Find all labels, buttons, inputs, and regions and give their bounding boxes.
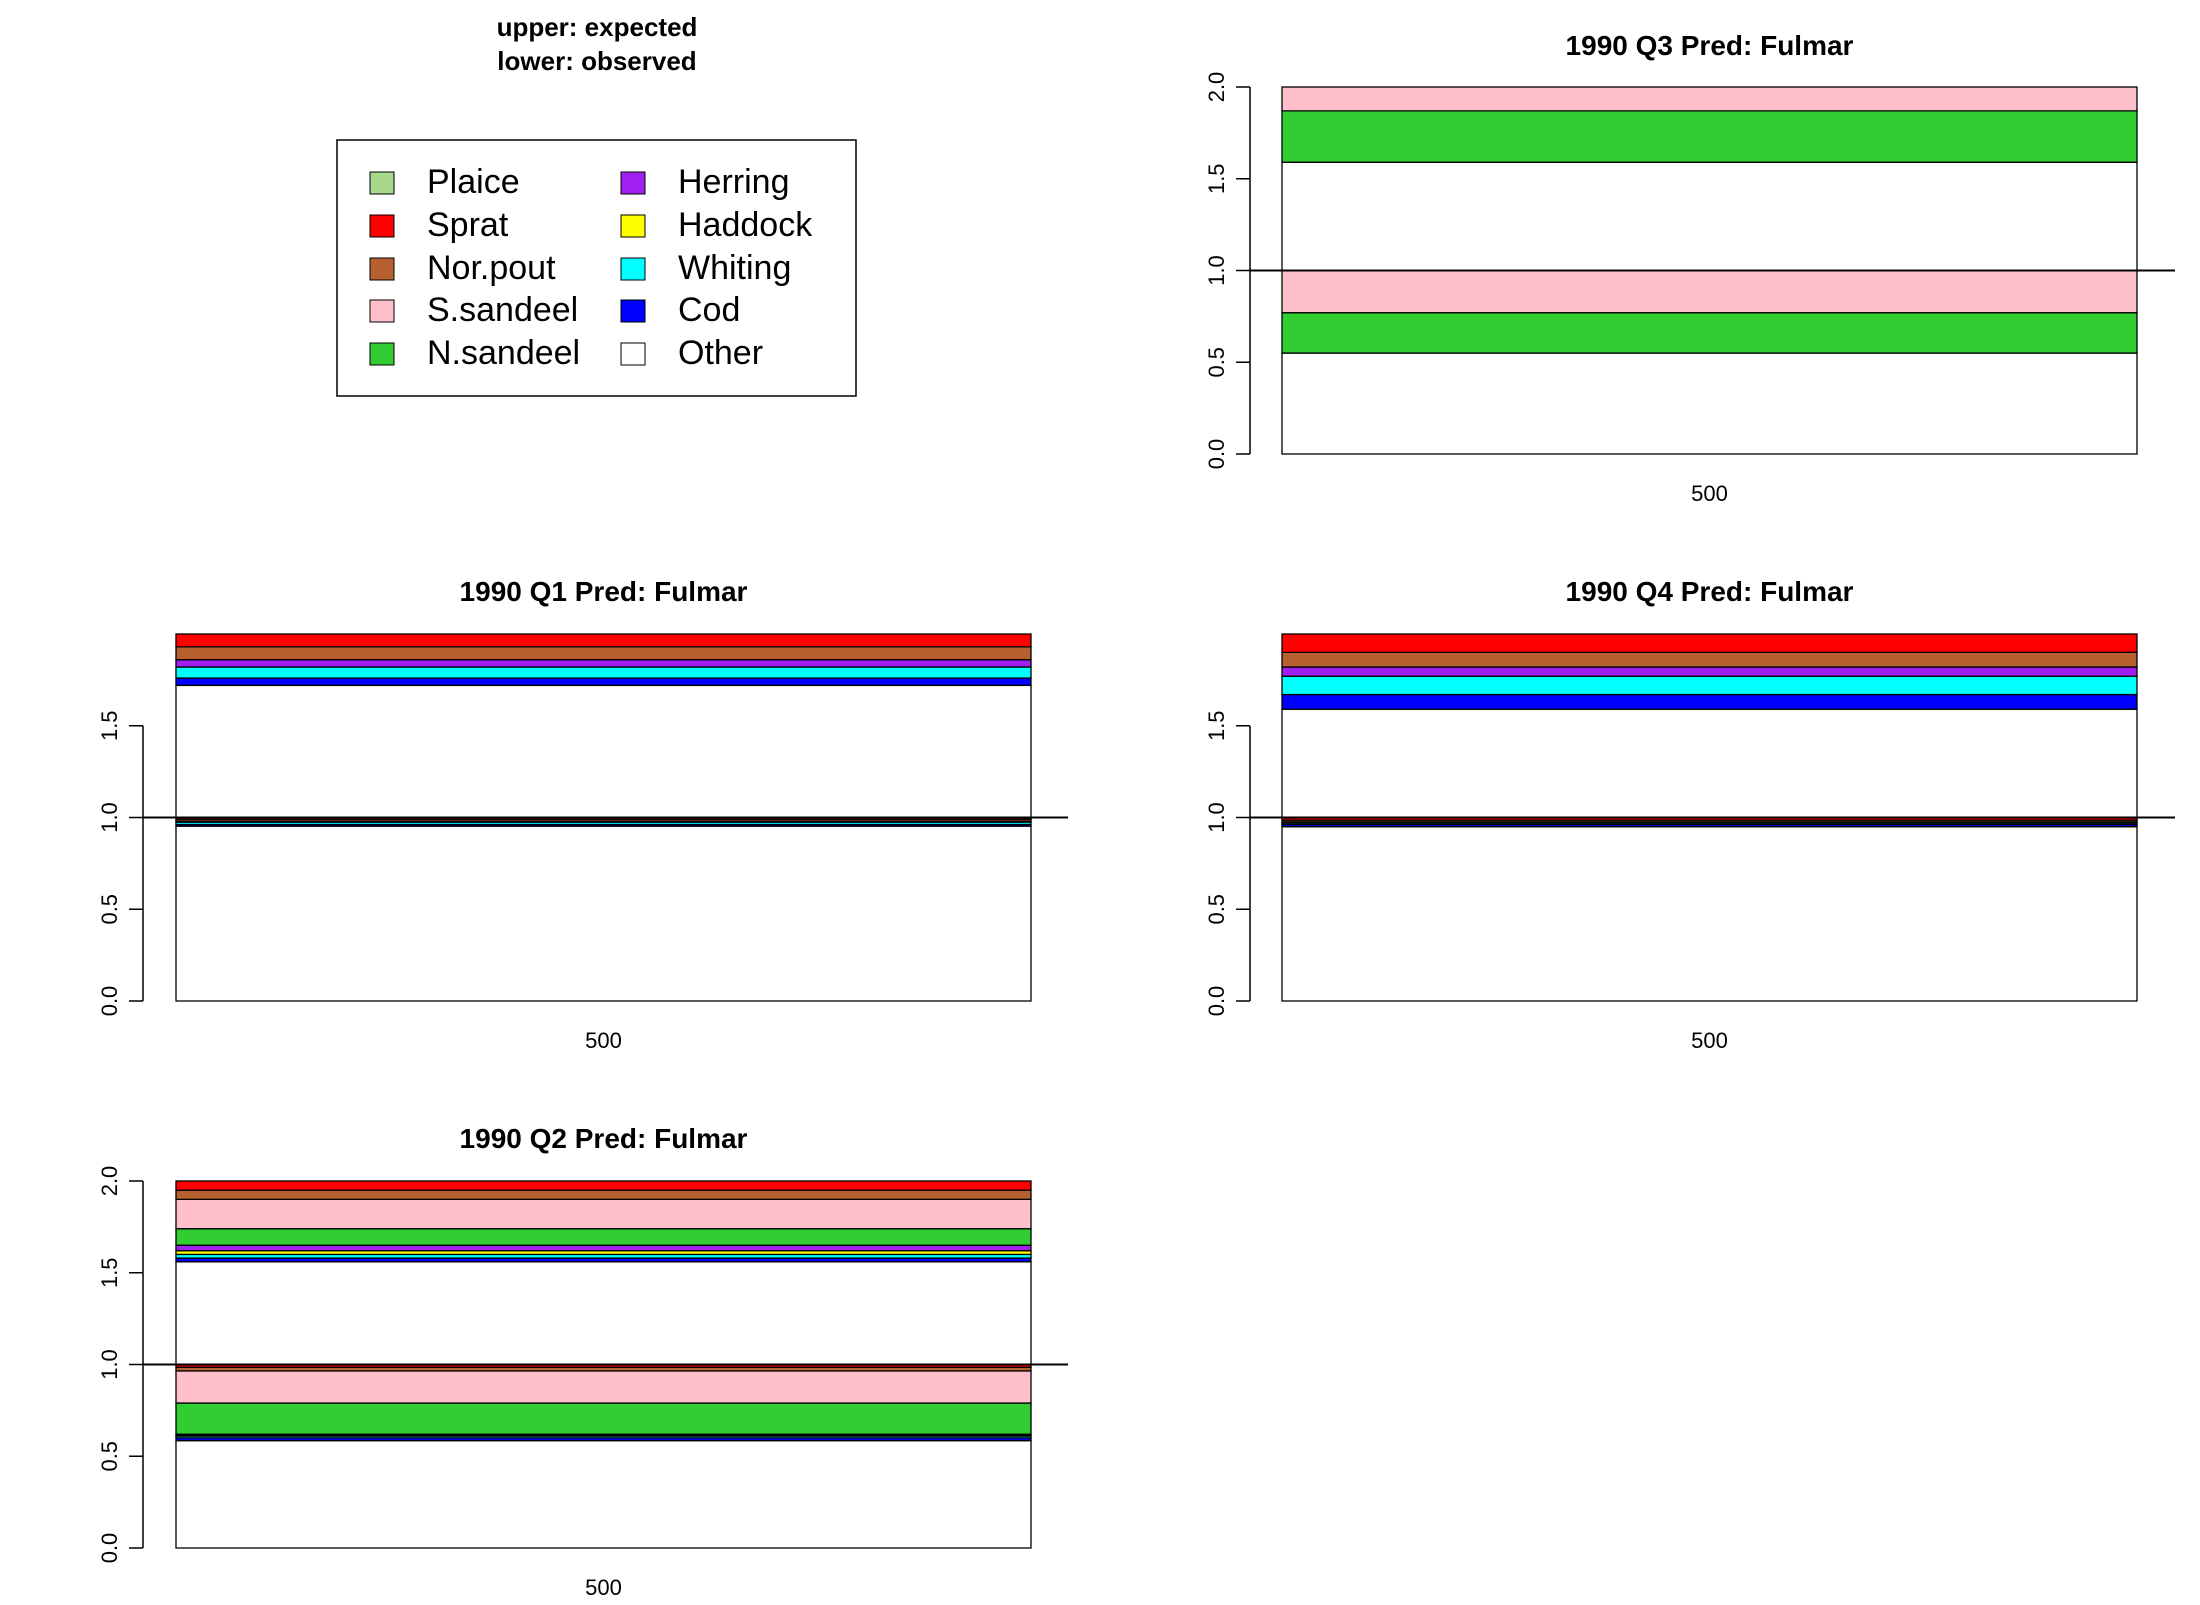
- bar-segment-q2-upper-ssandeel: [175, 1198, 1032, 1230]
- bar-segment-q1-upper-cod: [175, 677, 1032, 687]
- bar-segment-q2-upper-other: [175, 1261, 1032, 1366]
- y-tick-label-q4: 0.0: [1204, 986, 1229, 1017]
- bar-segment-q1-upper-other: [175, 684, 1032, 819]
- header-line-observed: lower: observed: [497, 46, 696, 76]
- chart-title-q1: 1990 Q1 Pred: Fulmar: [460, 576, 748, 607]
- legend-swatch-norpout: [369, 257, 395, 281]
- legend-label-sprat: Sprat: [427, 206, 509, 244]
- legend-swatch-ssandeel: [369, 299, 395, 323]
- bar-segment-q2-upper-nsandeel: [175, 1228, 1032, 1246]
- legend-swatch-haddock: [620, 214, 646, 238]
- bar-segment-q4-upper-norpout: [1281, 651, 2138, 668]
- y-tick-label-q4: 1.5: [1204, 710, 1229, 741]
- legend: Plaice Sprat Nor.pout S.sandeel N.sandee…: [336, 139, 857, 397]
- bar-segment-q1-upper-sprat: [175, 633, 1032, 648]
- legend-swatch-nsandeel: [369, 342, 395, 366]
- bar-segment-q3-lower-nsandeel: [1281, 312, 2138, 354]
- bar-segment-q2-upper-norpout: [175, 1189, 1032, 1201]
- bar-segment-q2-lower-other: [175, 1440, 1032, 1549]
- legend-swatch-cod: [620, 299, 646, 323]
- legend-swatch-sprat: [369, 214, 395, 238]
- legend-box: [336, 139, 857, 397]
- y-tick-label-q1: 0.0: [97, 986, 122, 1017]
- legend-label-norpout: Nor.pout: [427, 249, 556, 287]
- legend-label-nsandeel: N.sandeel: [427, 334, 580, 372]
- legend-swatch-herring: [620, 171, 646, 195]
- header-line-expected: upper: expected: [497, 12, 698, 42]
- bar-segment-q4-upper-whiting: [1281, 675, 2138, 696]
- x-category-label-q4: 500: [1691, 1028, 1728, 1053]
- panel-1990-q1: 1990 Q1 Pred: Fulmar 0.0 0.5 1.0 1.5 500: [97, 576, 1068, 1053]
- bar-segment-q4-upper-cod: [1281, 693, 2138, 710]
- y-tick-label-q1: 0.5: [97, 894, 122, 925]
- bar-segment-q3-upper-nsandeel: [1281, 110, 2138, 163]
- y-tick-label-q3: 1.5: [1204, 163, 1229, 194]
- bar-segment-q1-upper-norpout: [175, 646, 1032, 661]
- y-tick-label-q3: 1.0: [1204, 255, 1229, 286]
- bar-segment-q3-upper-other: [1281, 161, 2138, 272]
- x-category-label-q1: 500: [585, 1028, 622, 1053]
- bar-segment-q3-upper-ssandeel: [1281, 86, 2138, 112]
- bar-segment-q4-upper-sprat: [1281, 633, 2138, 654]
- x-category-label-q3: 500: [1691, 481, 1728, 506]
- y-tick-label-q3: 0.5: [1204, 347, 1229, 378]
- chart-title-q4: 1990 Q4 Pred: Fulmar: [1566, 576, 1854, 607]
- bar-segment-q3-lower-other: [1281, 352, 2138, 455]
- bar-segment-q2-lower-nsandeel: [175, 1402, 1032, 1435]
- legend-label-plaice: Plaice: [427, 163, 520, 201]
- legend-swatch-whiting: [620, 257, 646, 281]
- bar-segment-q3-lower-ssandeel: [1281, 269, 2138, 314]
- x-category-label-q2: 500: [585, 1575, 622, 1600]
- bar-segment-q2-upper-sprat: [175, 1180, 1032, 1191]
- y-tick-label-q2: 0.5: [97, 1441, 122, 1472]
- legend-label-haddock: Haddock: [678, 206, 813, 244]
- chart-title-q3: 1990 Q3 Pred: Fulmar: [1566, 30, 1854, 61]
- y-tick-label-q2: 2.0: [97, 1166, 122, 1197]
- panel-1990-q2: 1990 Q2 Pred: Fulmar 0.0 0.5 1.0 1.5 2.0 500: [97, 1123, 1068, 1600]
- y-tick-label-q4: 0.5: [1204, 894, 1229, 925]
- y-tick-label-q4: 1.0: [1204, 802, 1229, 833]
- legend-label-herring: Herring: [678, 163, 789, 201]
- bar-segment-q2-upper-herring: [175, 1244, 1032, 1252]
- legend-swatch-plaice: [369, 171, 395, 195]
- bar-segment-q4-upper-herring: [1281, 666, 2138, 677]
- panel-1990-q3: 1990 Q3 Pred: Fulmar 0.0 0.5 1.0 1.5 2.0 500: [1204, 30, 2175, 506]
- bar-segment-q1-upper-herring: [175, 659, 1032, 668]
- panel-1990-q4: 1990 Q4 Pred: Fulmar 0.0 0.5 1.0 1.5 500: [1204, 576, 2175, 1053]
- legend-label-ssandeel: S.sandeel: [427, 291, 578, 329]
- y-tick-label-q2: 1.0: [97, 1349, 122, 1380]
- legend-label-whiting: Whiting: [678, 249, 791, 287]
- y-tick-label-q1: 1.0: [97, 802, 122, 833]
- y-tick-label-q2: 0.0: [97, 1533, 122, 1564]
- chart-title-q2: 1990 Q2 Pred: Fulmar: [460, 1123, 748, 1154]
- bar-segment-q2-lower-ssandeel: [175, 1370, 1032, 1404]
- legend-swatch-other: [620, 342, 646, 366]
- y-tick-label-q1: 1.5: [97, 710, 122, 741]
- bar-segment-q4-upper-other: [1281, 708, 2138, 819]
- y-tick-label-q2: 1.5: [97, 1257, 122, 1288]
- legend-label-other: Other: [678, 334, 763, 372]
- bar-segment-q4-lower-other: [1281, 826, 2138, 1002]
- legend-label-cod: Cod: [678, 291, 740, 329]
- y-tick-label-q3: 2.0: [1204, 72, 1229, 103]
- y-tick-label-q3: 0.0: [1204, 439, 1229, 470]
- bar-segment-q1-lower-other: [175, 825, 1032, 1002]
- bar-segment-q1-upper-whiting: [175, 666, 1032, 679]
